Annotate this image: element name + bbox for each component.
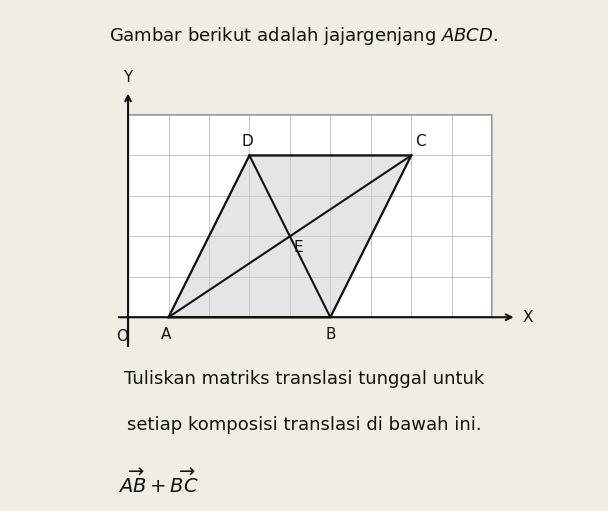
- Text: D: D: [241, 134, 254, 149]
- Text: setiap komposisi translasi di bawah ini.: setiap komposisi translasi di bawah ini.: [126, 416, 482, 434]
- Text: Tuliskan matriks translasi tunggal untuk: Tuliskan matriks translasi tunggal untuk: [124, 370, 484, 388]
- Text: X: X: [522, 310, 533, 325]
- Text: $\overrightarrow{AB} + \overrightarrow{BC}$: $\overrightarrow{AB} + \overrightarrow{B…: [118, 468, 198, 497]
- Bar: [128, 115, 492, 317]
- Text: E: E: [294, 240, 303, 256]
- Text: A: A: [161, 328, 171, 342]
- Polygon shape: [168, 155, 411, 317]
- Text: Y: Y: [123, 69, 133, 85]
- Text: C: C: [415, 134, 426, 149]
- Text: Gambar berikut adalah jajargenjang $ABCD$.: Gambar berikut adalah jajargenjang $ABCD…: [109, 25, 499, 47]
- Text: B: B: [325, 328, 336, 342]
- Text: O: O: [116, 330, 128, 344]
